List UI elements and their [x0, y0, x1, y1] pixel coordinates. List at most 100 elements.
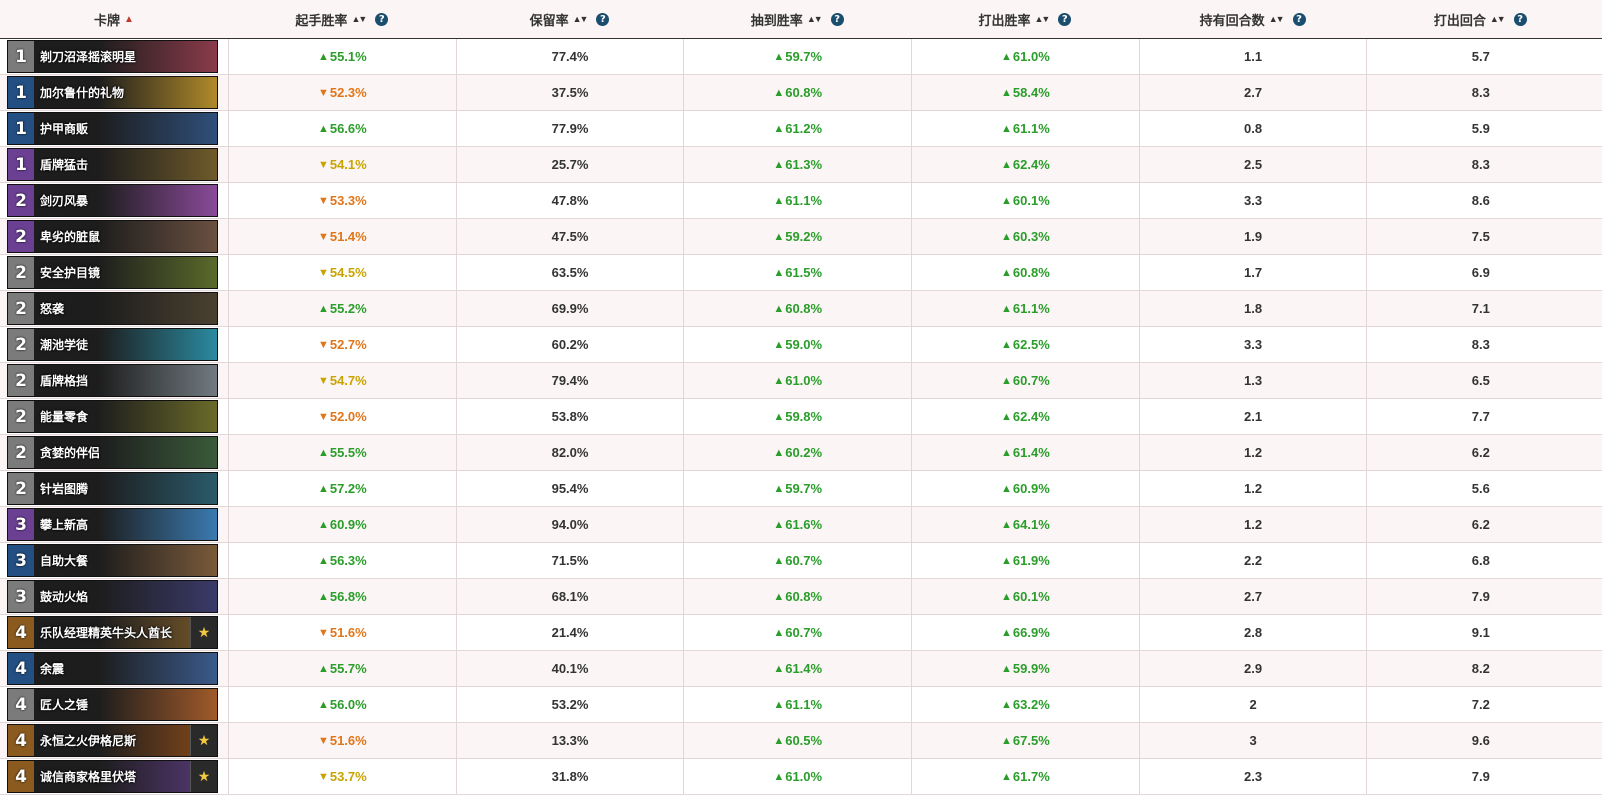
help-icon[interactable]: ?: [830, 12, 844, 26]
card-tile[interactable]: 1 剃刀沼泽摇滚明星: [7, 40, 218, 73]
card-tile[interactable]: 1 护甲商贩: [7, 112, 218, 145]
table-row: 2 怒袭 ▲ 55.2% 69.9% ▲ 60.8% ▲ 61.1% 1.8 7.1: [0, 291, 1602, 327]
card-art: [34, 473, 217, 504]
turn-played-cell: 6.2: [1366, 435, 1594, 470]
mana-cost: 4: [8, 617, 34, 648]
card-tile[interactable]: 2 能量零食: [7, 400, 218, 433]
sort-icon[interactable]: ▲▼: [351, 14, 367, 24]
sort-icon[interactable]: ▲▼: [572, 14, 589, 24]
trend-arrow-icon: ▲: [1001, 410, 1012, 423]
turn-played-cell: 5.6: [1366, 471, 1594, 506]
card-art: [34, 509, 217, 540]
sort-icon[interactable]: ▲▼: [1034, 14, 1051, 24]
mana-cost: 2: [8, 221, 34, 252]
turns-held-value: 2.7: [1244, 85, 1263, 100]
sort-icon[interactable]: ▲▼: [806, 14, 823, 24]
header-turn-played[interactable]: 打出回合 ▲▼ ?: [1366, 0, 1594, 38]
played-winrate-cell: ▲ 61.4%: [911, 435, 1139, 470]
played-winrate-cell: ▲ 60.9%: [911, 471, 1139, 506]
card-tile[interactable]: 2 卑劣的脏鼠: [7, 220, 218, 253]
turns-held-cell: 1.7: [1138, 255, 1367, 290]
played-winrate-cell: ▲ 62.4%: [911, 147, 1139, 182]
trend-arrow-icon: ▲: [1001, 626, 1012, 639]
played-winrate-cell: ▲ 61.7%: [911, 759, 1139, 794]
mulligan-winrate-cell: ▼ 54.5%: [228, 255, 456, 290]
card-tile[interactable]: 3 攀上新高: [7, 508, 218, 541]
card-tile[interactable]: 2 盾牌格挡: [7, 364, 218, 397]
drawn-winrate-value: 60.2%: [785, 445, 823, 460]
help-icon[interactable]: ?: [1292, 12, 1306, 26]
trend-arrow-icon: ▼: [317, 230, 329, 243]
trend-arrow-icon: ▲: [773, 446, 785, 459]
card-name: 诚信商家格里伏塔: [40, 770, 137, 784]
keep-percent-value: 40.1%: [551, 661, 589, 676]
keep-percent-cell: 40.1%: [455, 651, 684, 686]
keep-percent-value: 31.8%: [551, 769, 589, 784]
sort-ascending-icon[interactable]: ▲: [124, 13, 134, 25]
drawn-winrate-cell: ▲ 60.8%: [683, 291, 911, 326]
trend-arrow-icon: ▼: [317, 410, 329, 423]
card-tile[interactable]: 4 永恒之火伊格尼斯 ★: [7, 724, 218, 757]
turns-held-value: 1.1: [1244, 49, 1263, 64]
trend-arrow-icon: ▲: [773, 590, 785, 603]
card-tile[interactable]: 4 诚信商家格里伏塔 ★: [7, 760, 218, 793]
turn-played-value: 5.6: [1471, 481, 1490, 496]
sort-icon[interactable]: ▲▼: [1268, 14, 1285, 24]
card-tile[interactable]: 4 乐队经理精英牛头人酋长 ★: [7, 616, 218, 649]
turns-held-value: 2.9: [1244, 661, 1263, 676]
card-name: 护甲商贩: [40, 122, 89, 136]
mulligan-winrate-cell: ▼ 54.7%: [228, 363, 456, 398]
card-tile[interactable]: 1 加尔鲁什的礼物: [7, 76, 218, 109]
card-tile[interactable]: 2 怒袭: [7, 292, 218, 325]
card-tile[interactable]: 2 安全护目镜: [7, 256, 218, 289]
card-tile[interactable]: 2 剑刃风暴: [7, 184, 218, 217]
card-tile[interactable]: 1 盾牌猛击: [7, 148, 218, 181]
header-played-winrate[interactable]: 打出胜率 ▲▼ ?: [911, 0, 1139, 38]
mulligan-winrate-value: 52.3%: [329, 85, 367, 100]
card-tile[interactable]: 2 潮池学徒: [7, 328, 218, 361]
turn-played-value: 5.9: [1471, 121, 1490, 136]
trend-arrow-icon: ▲: [317, 698, 329, 711]
help-icon[interactable]: ?: [596, 12, 610, 26]
drawn-winrate-cell: ▲ 60.5%: [683, 723, 911, 758]
table-row: 4 余震 ▲ 55.7% 40.1% ▲ 61.4% ▲ 59.9% 2.9 8.2: [0, 651, 1602, 687]
trend-arrow-icon: ▼: [317, 374, 329, 387]
keep-percent-value: 13.3%: [551, 733, 589, 748]
turns-held-cell: 1.1: [1138, 39, 1367, 74]
turns-held-cell: 1.9: [1138, 219, 1367, 254]
turns-held-cell: 1.2: [1138, 435, 1367, 470]
help-icon[interactable]: ?: [375, 12, 389, 26]
card-tile[interactable]: 3 鼓动火焰: [7, 580, 218, 613]
played-winrate-cell: ▲ 61.0%: [911, 39, 1139, 74]
drawn-winrate-cell: ▲ 60.7%: [683, 615, 911, 650]
turn-played-cell: 9.6: [1366, 723, 1594, 758]
help-icon[interactable]: ?: [1513, 12, 1527, 26]
card-tile[interactable]: 2 针岩图腾: [7, 472, 218, 505]
mulligan-winrate-value: 55.2%: [329, 301, 367, 316]
help-icon[interactable]: ?: [1058, 12, 1072, 26]
card-tile[interactable]: 4 余震: [7, 652, 218, 685]
header-turns-held[interactable]: 持有回合数 ▲▼ ?: [1139, 0, 1367, 38]
turns-held-value: 1.2: [1244, 445, 1263, 460]
trend-arrow-icon: ▲: [773, 482, 785, 495]
card-cell: 4 诚信商家格里伏塔 ★: [0, 759, 228, 794]
header-keep-percent[interactable]: 保留率 ▲▼ ?: [456, 0, 684, 38]
card-art: [34, 545, 217, 576]
card-cell: 2 贪婪的伴侣: [0, 435, 228, 470]
sort-icon[interactable]: ▲▼: [1489, 14, 1506, 24]
header-drawn-winrate[interactable]: 抽到胜率 ▲▼ ?: [683, 0, 911, 38]
card-cell: 3 自助大餐: [0, 543, 228, 578]
card-cell: 2 潮池学徒: [0, 327, 228, 362]
header-mulligan-winrate[interactable]: 起手胜率 ▲▼ ?: [228, 0, 456, 38]
trend-arrow-icon: ▲: [317, 518, 329, 531]
card-tile[interactable]: 4 匠人之锤: [7, 688, 218, 721]
card-art: [34, 221, 217, 252]
card-tile[interactable]: 2 贪婪的伴侣: [7, 436, 218, 469]
mana-cost: 3: [8, 581, 34, 612]
card-tile[interactable]: 3 自助大餐: [7, 544, 218, 577]
drawn-winrate-value: 61.6%: [785, 517, 823, 532]
header-card[interactable]: 卡牌 ▲: [0, 0, 228, 38]
keep-percent-cell: 47.8%: [455, 183, 684, 218]
played-winrate-cell: ▲ 67.5%: [911, 723, 1139, 758]
card-name: 匠人之锤: [40, 698, 89, 712]
